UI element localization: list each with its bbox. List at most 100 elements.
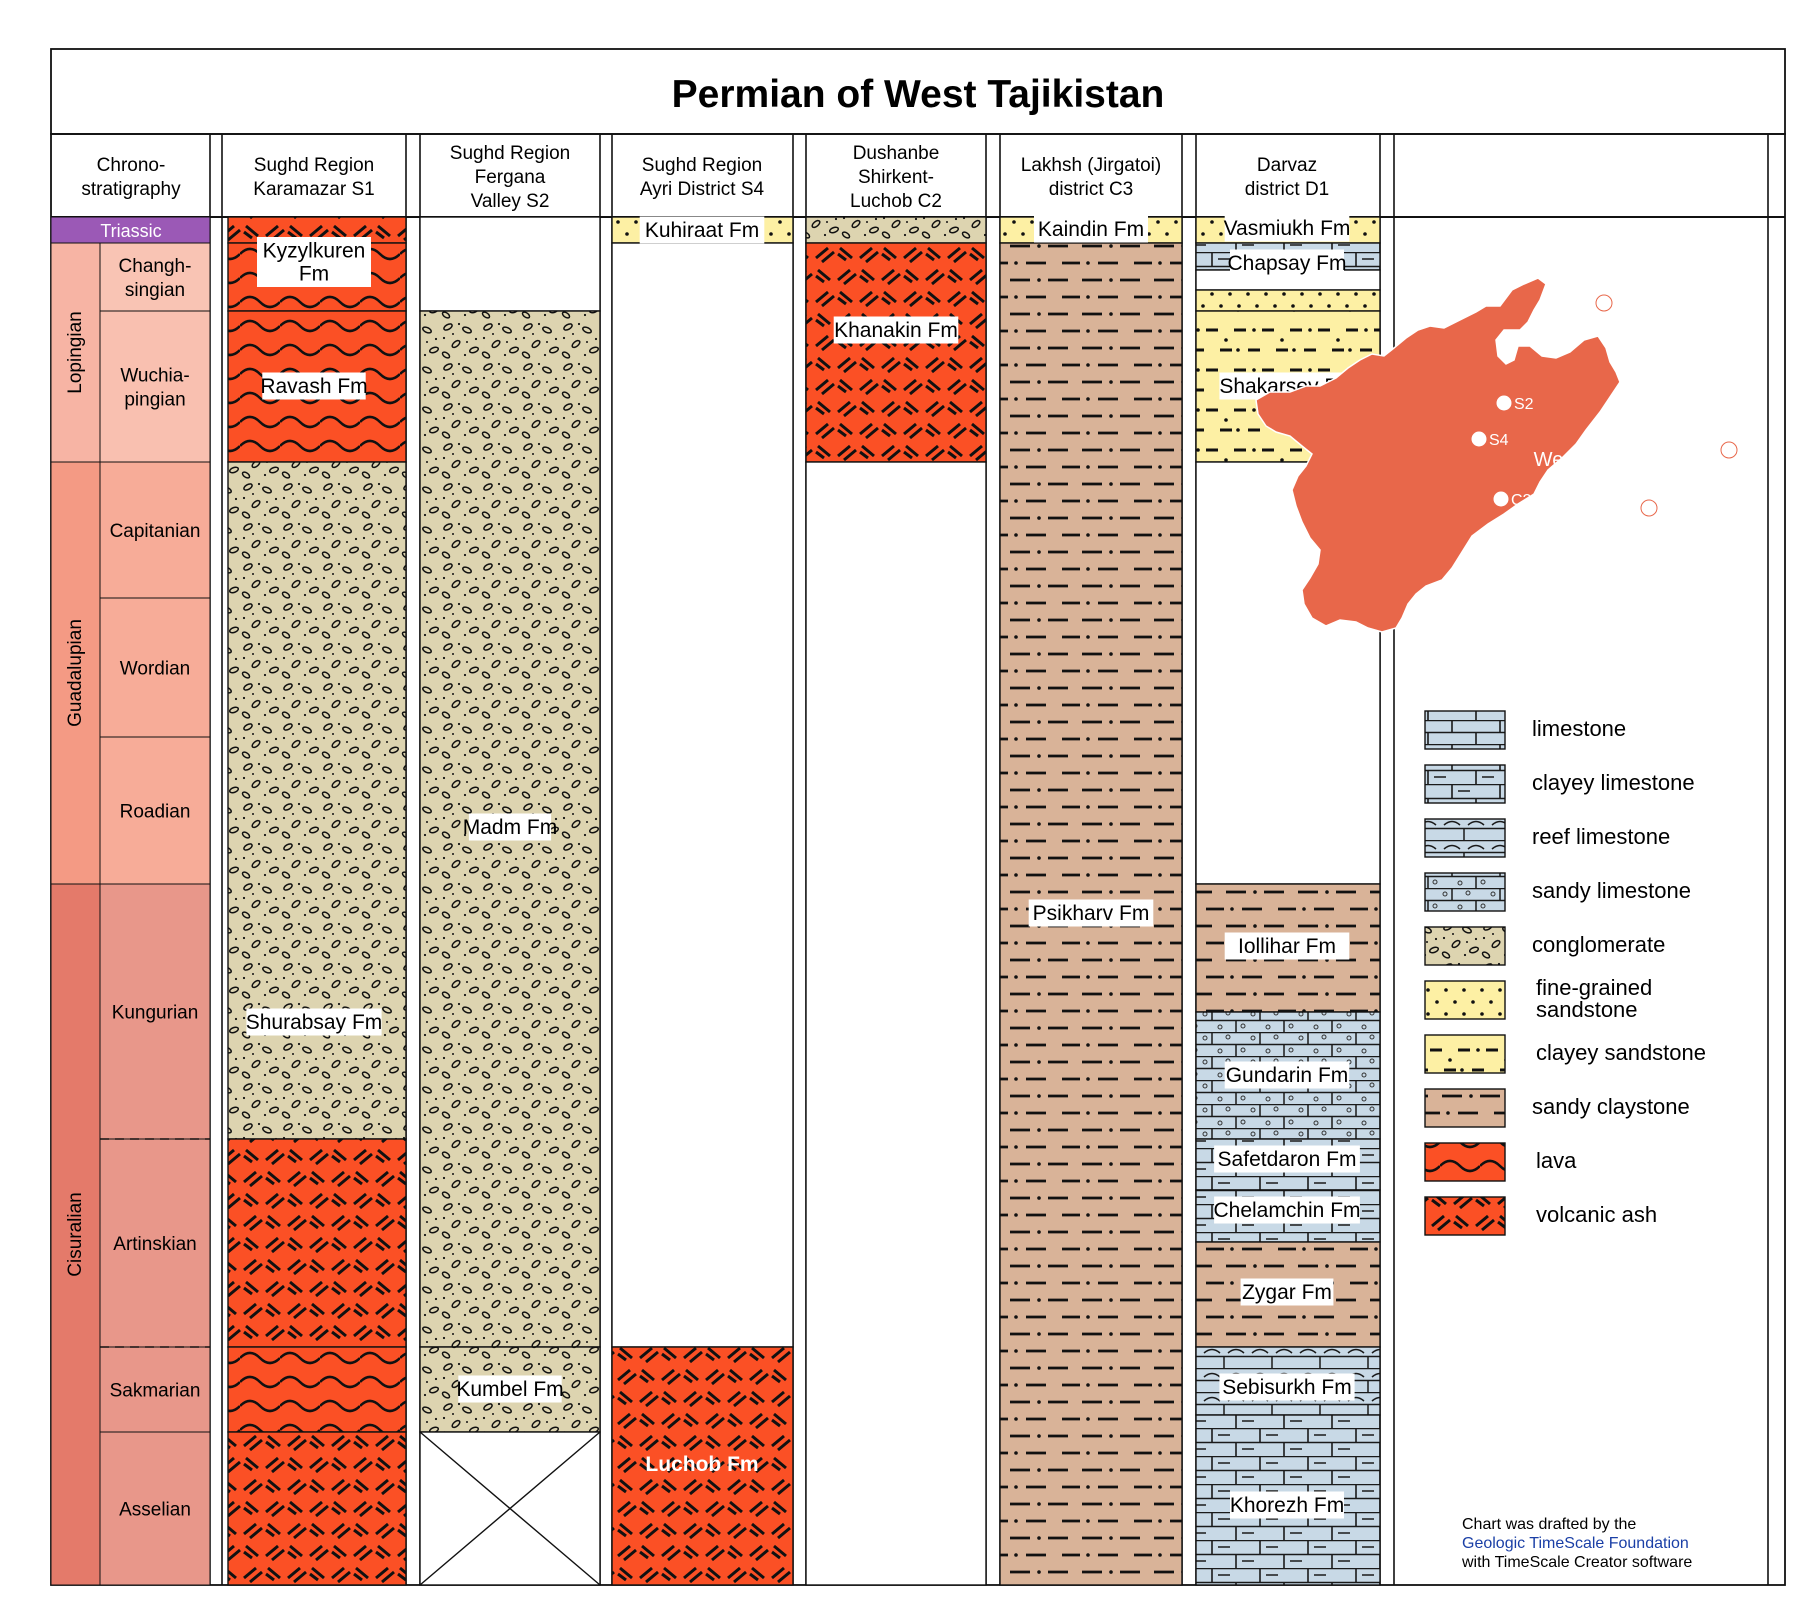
- stage-artinskian: [99, 1138, 211, 1348]
- column-headers: Chrono-stratigraphy Sughd Region Karamazar…: [81, 143, 1329, 212]
- column-header-s1: Sughd Region Karamazar S1: [253, 155, 374, 200]
- series-lopingian-label: Lopingian: [65, 311, 86, 393]
- site-dot: [1595, 294, 1613, 312]
- site-label: S1: [1614, 296, 1634, 313]
- credit-line-1: Chart was drafted by the: [1462, 1516, 1636, 1533]
- formation-label-box: [1034, 215, 1148, 243]
- legend-item-fine-sandstone: fine-grained sandstone: [1424, 975, 1652, 1022]
- unit-c2-khanakin: [805, 242, 987, 463]
- formation-label-box: [458, 1375, 562, 1403]
- unit-d1-sandstone: [1195, 289, 1381, 312]
- site-dot: [1495, 394, 1513, 412]
- formation-label-box: [1028, 899, 1154, 927]
- formation-label-text: Madm Fm: [463, 816, 558, 839]
- column-header-s4: Sughd Region Ayri District S4: [640, 155, 765, 200]
- site-dot: [1640, 499, 1658, 517]
- formation-label-d1-3: Iollihar Fm: [1224, 932, 1350, 960]
- formation-label-d1-5: Safetdaron Fm: [1214, 1145, 1360, 1173]
- formation-label-text: Khorezh Fm: [1230, 1494, 1344, 1517]
- title-frame: [50, 48, 1786, 135]
- formation-label-box: [1219, 1373, 1355, 1401]
- formation-label-box: [262, 372, 366, 400]
- stage-changhsingian-label: Changh-singian: [119, 256, 192, 301]
- legend-label: fine-grained sandstone: [1536, 975, 1652, 1022]
- formation-label-box: [833, 316, 959, 344]
- column-header-chrono: Chrono-stratigraphy: [81, 155, 181, 200]
- unit-d1-khorezh: [1195, 1414, 1381, 1586]
- chronostratigraphy-column: Triassic Lopingian Guadalupian Cisuralian Ch…: [50, 216, 211, 1586]
- formation-label-c3-0: Kaindin Fm: [1034, 215, 1148, 243]
- stage-asselian-label: Asselian: [119, 1500, 191, 1521]
- formation-label-s1-2: Shurabsay Fm: [246, 1008, 383, 1036]
- map-site-s2: S2: [1495, 394, 1534, 413]
- site-dot: [1470, 430, 1488, 448]
- unit-s4-empty: [611, 242, 794, 1348]
- unit-s1-shurabsay: [227, 461, 407, 1140]
- stage-asselian: [99, 1431, 211, 1586]
- unit-c2-conglomerate-top: [805, 216, 987, 244]
- formation-label-s4-0: Kuhiraat Fm: [639, 216, 765, 244]
- formation-label-text: Safetdaron Fm: [1218, 1148, 1357, 1171]
- legend-item-sandy-limestone: sandy limestone: [1424, 872, 1691, 912]
- legend-label: lava: [1536, 1148, 1577, 1173]
- column-header-d1: Darvaz district D1: [1245, 155, 1329, 200]
- formation-label-c2-0: Khanakin Fm: [833, 316, 959, 344]
- legend-item-volcanic-ash: volcanic ash: [1424, 1196, 1657, 1236]
- legend-swatch: [1424, 818, 1506, 858]
- formation-label-s2-0: Madm Fm: [463, 813, 558, 841]
- unit-s2-gap-cross: [419, 1431, 601, 1586]
- formation-label-box: [1214, 1196, 1360, 1224]
- legend-label: limestone: [1532, 716, 1626, 741]
- formation-label-box: [1240, 1278, 1334, 1306]
- formation-label-c3-1: Psikharv Fm: [1028, 899, 1154, 927]
- series-cisuralian-label: Cisuralian: [65, 1192, 86, 1276]
- stage-capitanian-label: Capitanian: [110, 521, 201, 542]
- unit-c2-empty: [805, 461, 987, 1586]
- map-site-c2: C2: [1492, 490, 1532, 509]
- credit-line-2: Geologic TimeScale Foundation: [1462, 1535, 1689, 1552]
- formation-label-text: Khanakin Fm: [834, 319, 958, 342]
- stage-roadian: [99, 736, 211, 885]
- formation-label-text: Shurabsay Fm: [246, 1011, 383, 1034]
- legend: limestone clayey limestone reef limestone s…: [1424, 710, 1706, 1236]
- legend-label: clayey limestone: [1532, 770, 1695, 795]
- stage-artinskian-label: Artinskian: [113, 1234, 196, 1255]
- legend-item-sandy-claystone: sandy claystone: [1424, 1088, 1690, 1128]
- column-header-s2: Sughd Region Fergana Valley S2: [450, 143, 570, 212]
- formation-label-box: [1214, 1145, 1360, 1173]
- credit-note: Chart was drafted by the Geologic TimeSc…: [1461, 1516, 1692, 1571]
- stage-wordian-label: Wordian: [120, 659, 190, 680]
- series-cisuralian: [50, 883, 101, 1586]
- stage-kungurian: [99, 883, 211, 1140]
- location-map: West Tajikistan S1 S2 S4 C3 C2 D1: [1255, 277, 1738, 633]
- formation-labels: Kyzylkuren Fm Ravash Fm Shurabsay Fm Madm Fm…: [246, 214, 1361, 1519]
- formation-label-text: Kaindin Fm: [1038, 218, 1144, 241]
- lithology-columns: [227, 216, 1381, 1586]
- legend-swatch: [1424, 710, 1506, 750]
- site-dot: [1720, 441, 1738, 459]
- formation-label-d1-9: Khorezh Fm: [1230, 1491, 1344, 1519]
- page-title: Permian of West Tajikistan: [672, 73, 1165, 116]
- stage-roadian-label: Roadian: [120, 802, 191, 823]
- series-triassic-label: Triassic: [100, 221, 161, 241]
- site-label: D1: [1659, 501, 1680, 518]
- formation-label-text: Chapsay Fm: [1227, 252, 1346, 275]
- formation-label-d1-7: Zygar Fm: [1240, 1278, 1334, 1306]
- stage-wuchiapingian-label: Wuchia-pingian: [120, 366, 189, 411]
- formation-label-d1-1: Chapsay Fm: [1227, 249, 1347, 277]
- formation-label-text: Kyzylkuren Fm: [263, 240, 366, 286]
- legend-item-limestone: limestone: [1424, 710, 1626, 750]
- stage-wuchiapingian: [99, 310, 211, 463]
- formation-label-text: Gundarin Fm: [1226, 1064, 1349, 1087]
- formation-label-box: [1224, 214, 1350, 242]
- formation-label-box: [1224, 932, 1350, 960]
- formation-label-s1-0: Kyzylkuren Fm: [257, 237, 371, 287]
- column-header-c2: Dushanbe Shirkent-Luchob C2: [850, 143, 942, 212]
- series-guadalupian: [50, 461, 101, 885]
- unit-s2-empty-top: [419, 216, 601, 312]
- map-site-s4: S4: [1470, 430, 1509, 449]
- formation-label-box: [1230, 1491, 1344, 1519]
- legend-item-conglomerate: conglomerate: [1424, 926, 1665, 966]
- stage-changhsingian: [99, 242, 211, 312]
